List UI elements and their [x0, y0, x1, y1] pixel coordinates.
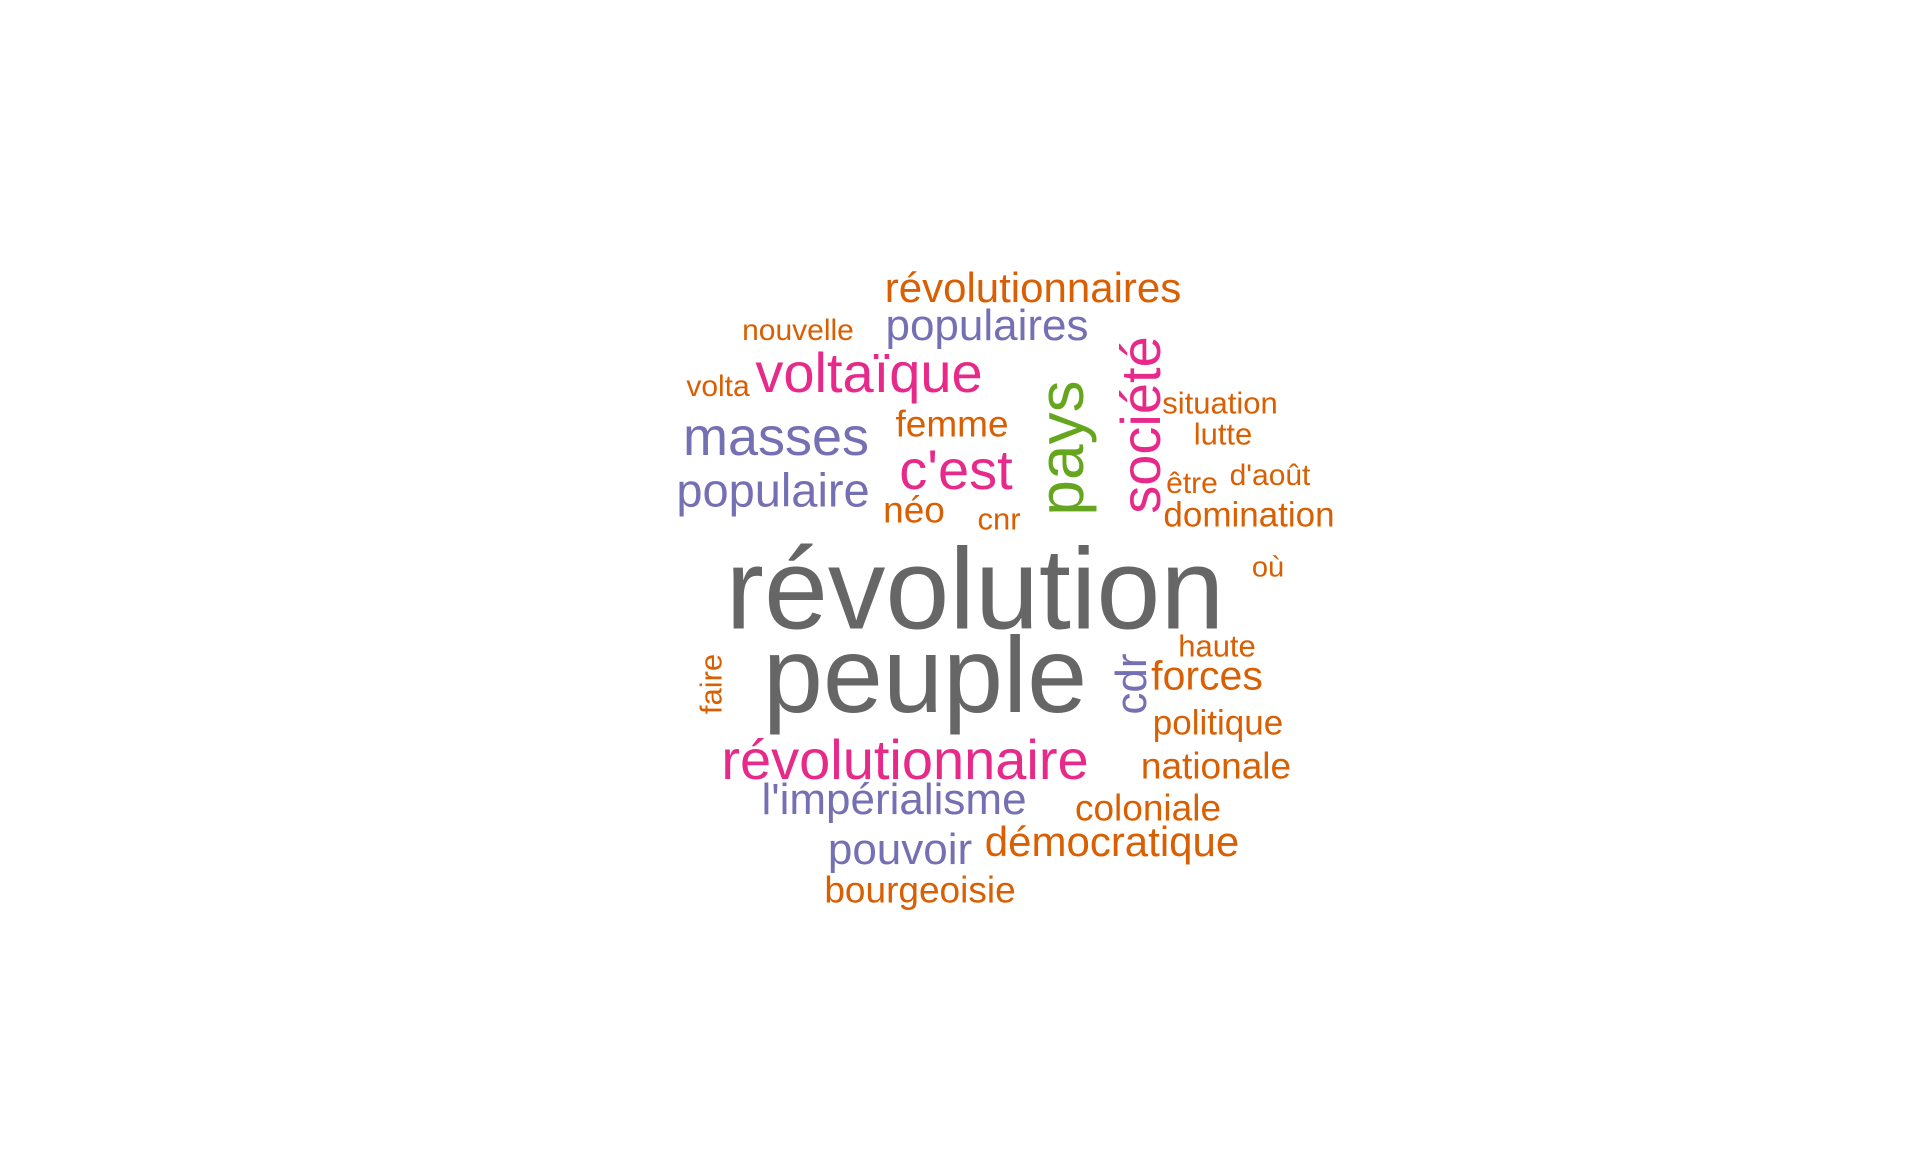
- word-situation: situation: [1162, 385, 1278, 421]
- word-populaires: populaires: [885, 301, 1089, 350]
- word-democratique: démocratique: [984, 818, 1240, 865]
- word-lutte: lutte: [1193, 416, 1253, 452]
- word-revolution: révolution: [725, 525, 1225, 654]
- word-peuple: peuple: [762, 614, 1088, 735]
- word-pays: pays: [1025, 380, 1097, 516]
- word-cdr: cdr: [1107, 653, 1156, 715]
- word-domination: domination: [1163, 495, 1335, 535]
- word-nationale: nationale: [1140, 745, 1292, 787]
- word-volta: volta: [686, 370, 750, 403]
- word-pouvoir: pouvoir: [827, 825, 973, 874]
- word-cest: c'est: [899, 438, 1013, 501]
- word-voltaique: voltaïque: [755, 341, 983, 404]
- word-faire: faire: [693, 653, 729, 715]
- word-haute: haute: [1178, 628, 1256, 664]
- word-ou: où: [1251, 551, 1285, 584]
- word-coloniale: coloniale: [1074, 787, 1222, 829]
- word-limperialisme: l'impérialisme: [761, 775, 1027, 824]
- word-populaire: populaire: [676, 463, 870, 517]
- word-revolutionnaire: révolutionnaire: [721, 728, 1089, 791]
- word-politique: politique: [1152, 703, 1284, 743]
- word-etre: être: [1166, 467, 1218, 500]
- word-cnr: cnr: [977, 501, 1021, 537]
- word-nouvelle: nouvelle: [742, 314, 854, 347]
- word-daout: d'août: [1229, 459, 1311, 492]
- word-neo: néo: [883, 489, 945, 531]
- word-revolutionnaires: révolutionnaires: [884, 264, 1182, 311]
- word-bourgeoisie: bourgeoisie: [824, 869, 1016, 911]
- word-femme: femme: [895, 403, 1009, 445]
- word-forces: forces: [1151, 652, 1263, 699]
- word-societe: société: [1109, 336, 1172, 514]
- word-masses: masses: [682, 407, 870, 467]
